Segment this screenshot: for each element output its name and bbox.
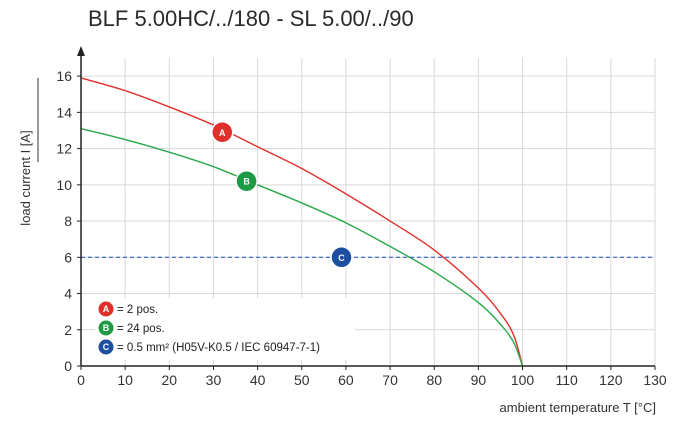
y-tick-label: 12 <box>56 141 72 157</box>
y-tick-label: 4 <box>64 286 72 302</box>
series-layer <box>80 77 655 367</box>
y-tick-label: 10 <box>56 177 72 193</box>
x-tick-label: 90 <box>471 372 487 388</box>
y-tick-label: 8 <box>64 213 72 229</box>
marker-badge <box>330 246 353 269</box>
legend-entry-a: A = 2 pos. <box>97 300 158 318</box>
legend-badge-label: A <box>103 304 110 314</box>
legend-text: = 2 pos. <box>117 304 158 316</box>
x-tick-label: 20 <box>162 372 178 388</box>
axes <box>77 46 655 367</box>
x-tick-label: 80 <box>426 372 442 388</box>
x-tick-label: 0 <box>77 372 85 388</box>
legend-entry-b: B = 24 pos. <box>97 319 165 337</box>
legend-badge-label: B <box>103 323 110 333</box>
x-tick-label: 120 <box>599 372 623 388</box>
x-axis-label: ambient temperature T [°C] <box>500 400 656 415</box>
legend-text: = 0.5 mm² (H05V-K0.5 / IEC 60947-7-1) <box>117 342 320 354</box>
marker-b: B <box>235 169 258 193</box>
y-axis-arrow-icon <box>77 46 85 56</box>
x-tick-label: 130 <box>643 372 667 388</box>
marker-badge <box>235 169 258 193</box>
series-line-b <box>80 127 524 367</box>
y-tick-label: 0 <box>64 358 72 374</box>
y-tick-label: 14 <box>56 104 72 120</box>
y-axis-label: load current I [A] <box>18 130 33 225</box>
marker-badge <box>211 121 234 144</box>
legend-background <box>95 298 355 360</box>
legend-badge <box>97 338 115 356</box>
legend-badge <box>97 319 115 337</box>
marker-badge-label: B <box>243 177 250 187</box>
marker-badge-label: C <box>338 253 345 263</box>
marker-a: A <box>211 121 234 144</box>
y-tick-label: 16 <box>56 68 72 84</box>
series-line-a <box>80 77 524 367</box>
x-tick-label: 110 <box>556 372 579 388</box>
x-tick-label: 30 <box>206 372 222 388</box>
x-tick-label: 50 <box>294 372 310 388</box>
legend-text: = 24 pos. <box>117 323 165 335</box>
grid <box>81 58 656 366</box>
series-markers: A B C <box>211 121 353 269</box>
legend-badge <box>97 300 115 318</box>
x-tick-label: 70 <box>382 372 398 388</box>
legend-entry-c: C = 0.5 mm² (H05V-K0.5 / IEC 60947-7-1) <box>97 338 320 356</box>
x-tick-label: 60 <box>338 372 354 388</box>
marker-c: C <box>330 246 353 269</box>
x-tick-label: 10 <box>117 372 133 388</box>
y-tick-label: 2 <box>64 322 72 338</box>
y-tick-label: 6 <box>64 249 72 265</box>
x-tick-label: 40 <box>250 372 266 388</box>
chart-title: BLF 5.00HC/../180 - SL 5.00/../90 <box>88 6 414 31</box>
legend-badge-label: C <box>103 342 110 352</box>
legend: A = 2 pos. B = 24 pos. C = 0.5 mm² (H05V-K0.5… <box>95 298 355 360</box>
tick-labels: 0 10 20 30 40 50 60 70 80 90 100 110 120 130 0 2 4 6 8 10 12… <box>56 68 666 388</box>
x-tick-label: 100 <box>511 372 535 388</box>
marker-badge-label: A <box>219 128 226 138</box>
